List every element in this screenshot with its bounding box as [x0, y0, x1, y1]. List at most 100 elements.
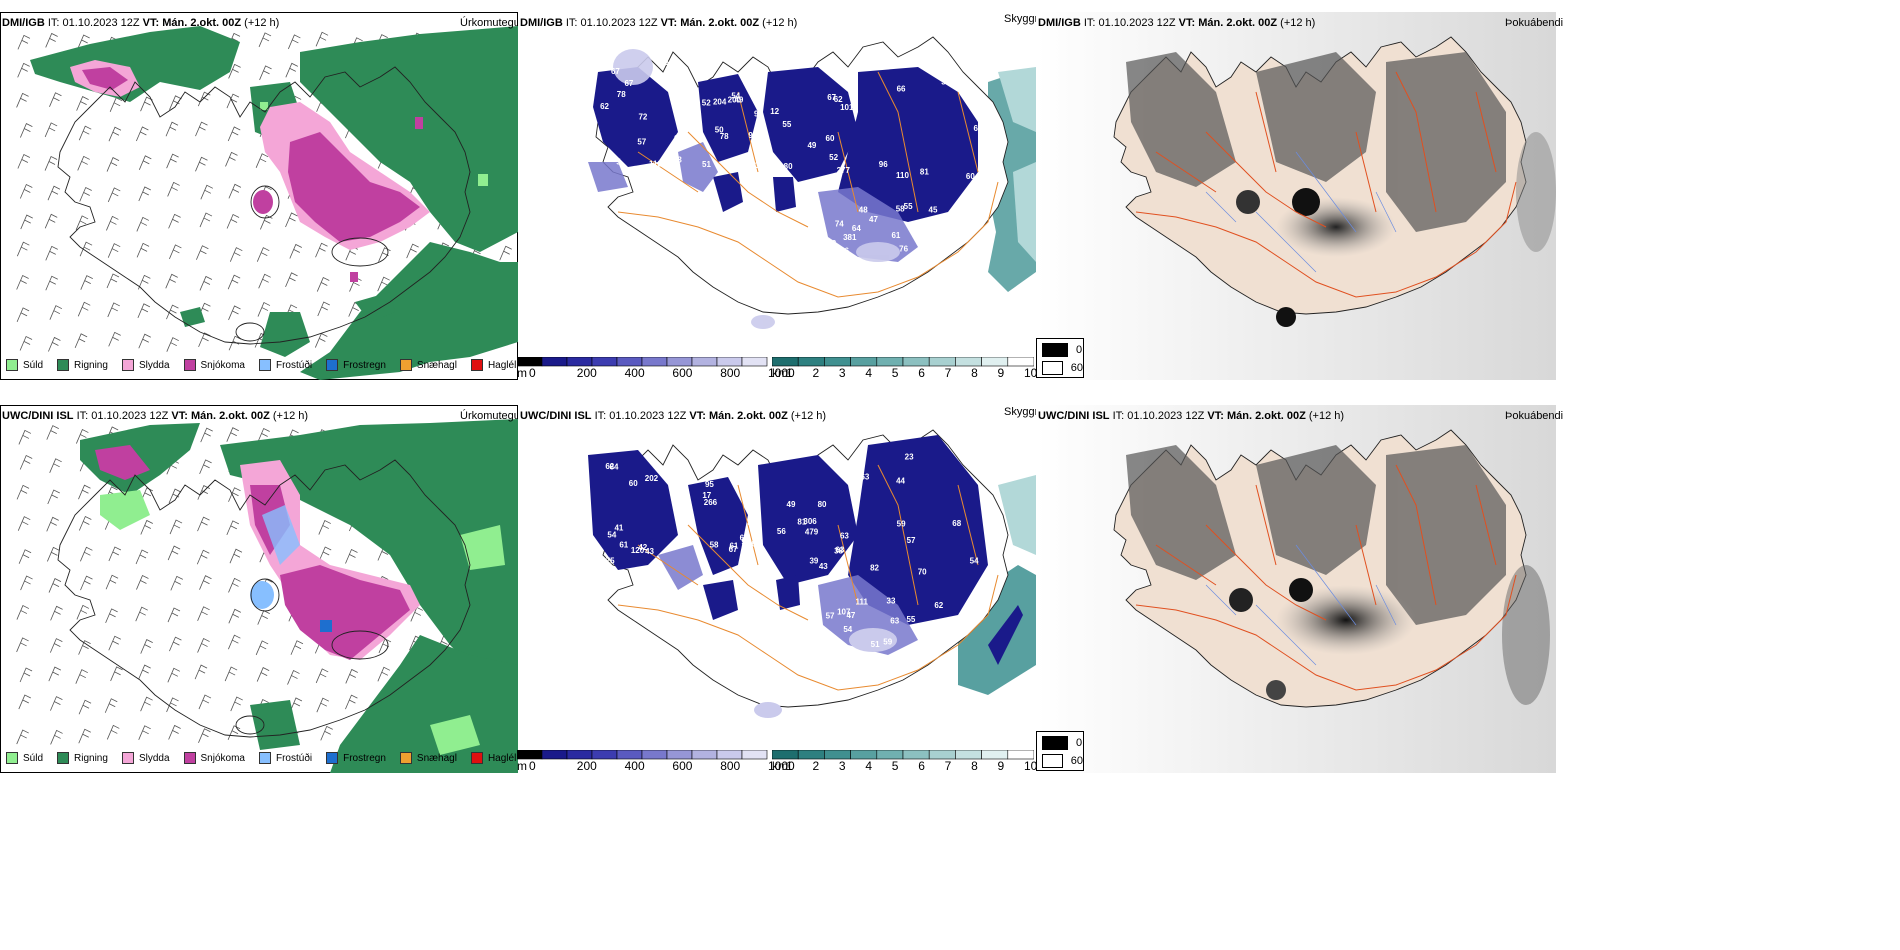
wind-barb — [315, 668, 329, 684]
legend-item: Slydda — [121, 752, 170, 764]
legend-swatch — [470, 359, 483, 371]
wind-barb — [138, 333, 151, 349]
fog-legend-item: 0 — [1037, 341, 1083, 359]
wind-barb — [259, 214, 273, 230]
wind-barb — [345, 694, 358, 710]
wind-barb — [50, 729, 63, 745]
wind-barb — [78, 699, 92, 715]
wind-barb — [79, 186, 92, 202]
cloud-base-value: 43 — [819, 562, 828, 571]
colorbar-tick: 2 — [812, 759, 820, 773]
legend-label: Rigning — [74, 752, 108, 764]
river-lines — [1205, 544, 1397, 666]
cloud-base-value: 74 — [835, 219, 844, 228]
wind-barb — [256, 667, 270, 682]
legend-label: Frostúði — [275, 752, 313, 764]
wind-barb — [45, 245, 58, 261]
cloud-base-value: 48 — [859, 205, 868, 214]
visibility-colorbar-bottom — [772, 750, 1034, 760]
fog-title-top: DMI/IGB IT: 01.10.2023 12Z VT: Mán. 2.ok… — [1038, 17, 1316, 29]
wind-barb — [227, 274, 241, 290]
cloud-base-value: 266 — [704, 498, 718, 507]
cloud-base-value: 54 — [843, 625, 852, 634]
colorbar-tick: 7 — [944, 366, 952, 380]
wind-barb — [50, 696, 63, 711]
wind-barb — [80, 546, 93, 562]
cloud-base-value: 93 — [748, 131, 757, 140]
wind-barb — [18, 429, 32, 445]
cloud-base-value: 43 — [645, 547, 654, 556]
legend-item: Rigning — [57, 359, 108, 371]
cloud-base-value: 62 — [600, 102, 609, 111]
wind-barb — [285, 212, 298, 228]
wind-barb — [316, 697, 330, 713]
legend-swatch — [258, 359, 271, 371]
cloud-panel-name-top: Skyggni — [1004, 13, 1044, 25]
wind-barb — [199, 275, 213, 291]
fog-panel-bottom — [1036, 405, 1556, 773]
cloud-base-value: 96 — [879, 160, 888, 169]
wind-barb — [140, 696, 153, 712]
visibility-ticks-top: km 1 2 3 4 5 6 7 8 9 10 — [772, 366, 1037, 380]
colorbar-cell — [517, 357, 543, 367]
wind-barb — [16, 274, 29, 290]
wind-barb — [317, 301, 330, 317]
wind-barb — [166, 153, 179, 169]
cloud-base-value: 101 — [840, 103, 854, 112]
cloud-base-value: 39 — [755, 161, 764, 170]
cloud-base-value: 479 — [805, 528, 819, 537]
colorbar-cell — [517, 750, 543, 760]
wind-barb — [228, 305, 241, 321]
cloud-base-value: 33 — [887, 596, 896, 605]
wind-barb — [44, 213, 58, 229]
cloud-base-value: 23 — [905, 452, 914, 461]
wind-barb — [197, 516, 210, 532]
cloud-base-value: 76 — [899, 245, 908, 254]
legend-swatch — [326, 359, 339, 371]
wind-barb — [78, 125, 92, 141]
cloud-base-value: 318 — [941, 78, 955, 87]
fog-title-bottom: UWC/DINI ISL IT: 01.10.2023 12Z VT: Mán.… — [1038, 410, 1345, 422]
colorbar-unit: m — [517, 759, 527, 773]
wind-barb — [77, 301, 91, 317]
legend-item: Snjókoma — [183, 359, 245, 371]
wind-barb — [140, 519, 153, 535]
cloud-base-value: 60 — [629, 479, 638, 488]
legend-item: Slydda — [121, 359, 170, 371]
cloud-base-value: 67 — [674, 134, 683, 143]
wind-barb — [316, 276, 330, 292]
wind-barb — [76, 429, 89, 444]
legend-swatch — [57, 359, 70, 371]
fog-legend-swatch — [1042, 736, 1068, 750]
legend-label: Haglél — [487, 359, 517, 371]
wind-barb — [78, 640, 91, 655]
colorbar-cell — [541, 750, 568, 760]
cloud-base-value: 51 — [702, 160, 711, 169]
cloud-base-value: 52 — [702, 98, 711, 107]
wind-barb — [198, 728, 211, 743]
cloud-base-value: 45 — [929, 206, 938, 215]
wind-barb — [138, 155, 152, 170]
colorbar-cell — [566, 357, 593, 367]
legend-label: Snæhagl — [416, 752, 457, 764]
cloud-base-value: 47 — [846, 611, 855, 620]
wind-barb — [138, 725, 151, 740]
glacier-outline — [235, 322, 265, 342]
wind-barb — [19, 335, 33, 351]
wind-barb — [110, 666, 123, 682]
colorbar-cell — [902, 750, 930, 760]
colorbar-cell — [876, 357, 904, 367]
cloud-base-value: 49 — [807, 141, 816, 150]
wind-barb — [108, 635, 121, 651]
glacier-outline — [250, 578, 280, 612]
cloud-base-value: 43 — [673, 155, 682, 164]
cloud-base-value: 66 — [897, 84, 906, 93]
fog-panel-name-bottom: Þokuábendi — [1505, 410, 1564, 422]
wind-barb — [229, 247, 243, 262]
precip-title-top: DMI/IGB IT: 01.10.2023 12Z VT: Mán. 2.ok… — [2, 17, 280, 29]
wind-barb — [75, 669, 88, 684]
cloud-base-value: 61 — [619, 540, 628, 549]
colorbar-tick: 3 — [838, 759, 846, 773]
legend-label: Súld — [23, 359, 44, 371]
